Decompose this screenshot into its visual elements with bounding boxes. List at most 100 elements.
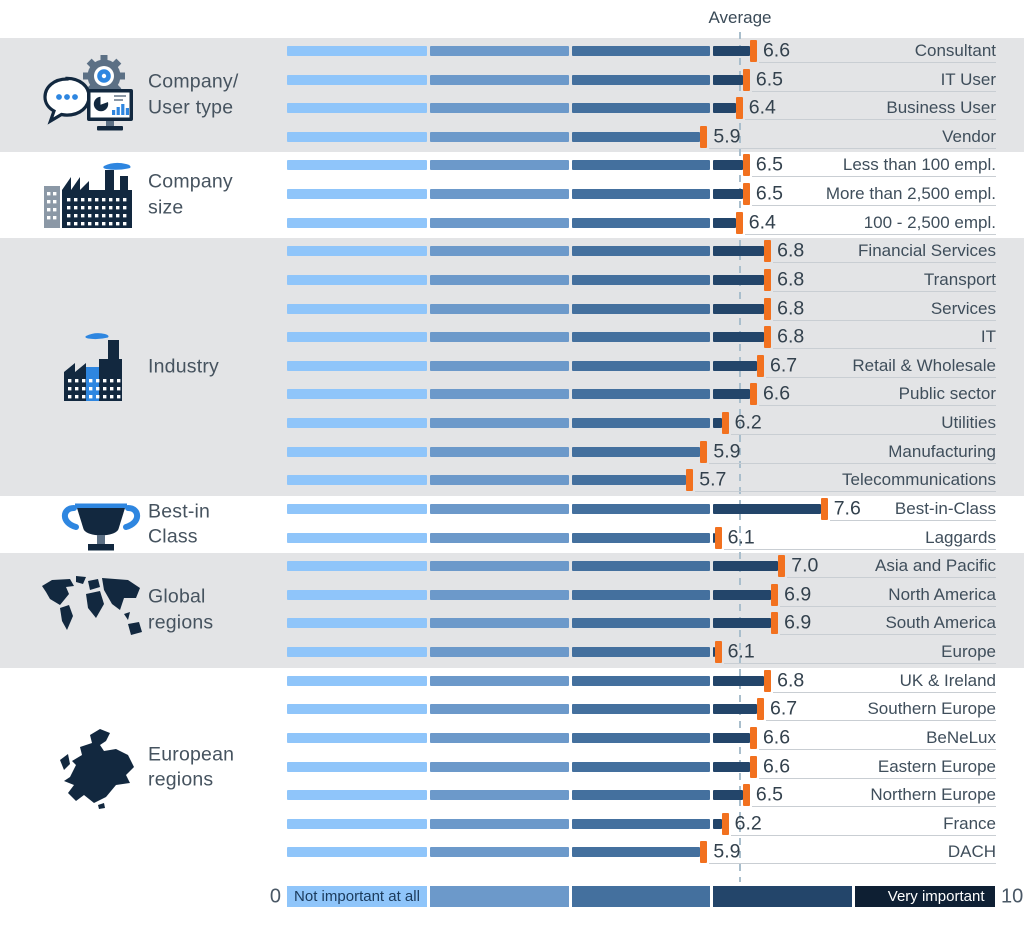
bar-segment xyxy=(430,589,569,600)
row-underline xyxy=(751,806,996,808)
value-label: 6.5 xyxy=(755,68,783,91)
value-marker xyxy=(742,183,750,206)
bar-segment xyxy=(430,675,569,686)
bar-row: 6.7 Retail & Wholesale xyxy=(0,353,1024,382)
bar-segment xyxy=(287,246,427,257)
value-marker xyxy=(742,68,750,91)
bar-segment xyxy=(287,303,427,314)
bar-row: 5.9 DACH xyxy=(0,839,1024,868)
bar-row: 6.9 South America xyxy=(0,610,1024,639)
axis-max-label: 10 xyxy=(1001,885,1024,907)
bar-segment xyxy=(713,46,750,56)
value-marker xyxy=(749,40,757,62)
value-marker xyxy=(764,297,772,320)
bar-segment xyxy=(571,389,710,400)
bar-segment xyxy=(713,160,743,171)
row-label: IT xyxy=(980,327,996,347)
bar-row: 6.4 100 - 2,500 empl. xyxy=(0,210,1024,239)
row-underline xyxy=(773,691,996,693)
value-marker xyxy=(700,841,708,864)
bar-segment xyxy=(713,103,736,114)
bar-segment xyxy=(713,761,750,772)
row-label: Retail & Wholesale xyxy=(852,355,996,375)
value-label: 6.5 xyxy=(755,182,783,205)
bar-segment xyxy=(571,475,687,486)
row-label: 100 - 2,500 empl. xyxy=(863,212,996,232)
row-underline xyxy=(695,491,996,493)
bar-row: 6.8 Transport xyxy=(0,267,1024,296)
row-label: Telecommunications xyxy=(841,470,996,490)
row-underline xyxy=(709,462,996,464)
value-label: 5.9 xyxy=(713,840,741,863)
bar-segment xyxy=(430,246,569,257)
bar-segment xyxy=(430,418,569,429)
row-label: IT User xyxy=(940,69,996,89)
bar-segment xyxy=(430,446,569,457)
bar-segment xyxy=(571,418,710,429)
bar-segment xyxy=(287,418,427,429)
value-marker xyxy=(757,698,765,721)
bar-segment xyxy=(287,847,427,858)
factory-icon xyxy=(42,160,142,230)
bar-segment xyxy=(571,303,710,314)
bar-segment xyxy=(571,618,710,629)
row-label: DACH xyxy=(947,842,996,862)
value-marker xyxy=(749,755,757,778)
bar-segment xyxy=(571,189,710,200)
bar-segment xyxy=(713,303,765,314)
value-label: 6.4 xyxy=(748,211,776,234)
bar-segment xyxy=(430,503,569,514)
bar-segment xyxy=(287,618,427,629)
row-underline xyxy=(766,720,996,722)
bar-row: 7.6 Best-in-Class xyxy=(0,496,1024,525)
value-marker xyxy=(778,555,786,578)
bar-segment xyxy=(287,647,427,658)
bar-segment xyxy=(571,761,710,772)
row-label: North America xyxy=(888,584,996,604)
row-label: Financial Services xyxy=(858,241,996,261)
bar-segment xyxy=(287,790,427,801)
bar-row: 5.7 Telecommunications xyxy=(0,467,1024,496)
row-underline xyxy=(751,176,996,178)
bar-segment xyxy=(287,761,427,772)
row-label: Laggards xyxy=(925,527,996,547)
legend-segment: Not important at all xyxy=(287,886,427,907)
row-underline xyxy=(780,634,996,636)
bar-row: 6.5 IT User xyxy=(0,67,1024,96)
bar-row: 6.8 Services xyxy=(0,296,1024,325)
bar-segment xyxy=(430,847,569,858)
bar-segment xyxy=(571,503,710,514)
value-label: 6.7 xyxy=(770,697,798,720)
bar-segment xyxy=(287,160,427,171)
bar-row: 6.6 Consultant xyxy=(0,38,1024,67)
bar-segment xyxy=(571,74,710,85)
row-label: Vendor xyxy=(942,126,996,146)
bar-segment xyxy=(571,446,701,457)
bar-segment xyxy=(430,160,569,171)
bar-segment xyxy=(571,732,710,743)
legend-min-text: Not important at all xyxy=(294,888,420,905)
group-label: European regions xyxy=(148,743,235,791)
bar-segment xyxy=(430,332,569,343)
bar-segment xyxy=(713,246,765,257)
row-underline xyxy=(787,577,996,579)
row-underline xyxy=(780,605,996,607)
bar-row: 6.8 UK & Ireland xyxy=(0,668,1024,697)
row-underline xyxy=(730,434,996,436)
bar-segment xyxy=(430,790,569,801)
bar-row: 6.6 BeNeLux xyxy=(0,725,1024,754)
value-marker xyxy=(714,641,722,664)
row-label: Southern Europe xyxy=(867,699,996,719)
bar-segment xyxy=(571,332,710,343)
average-dashed-line xyxy=(738,32,741,882)
bar-segment xyxy=(287,274,427,285)
bar-segment xyxy=(713,589,772,600)
row-label: South America xyxy=(885,613,996,633)
bar-segment xyxy=(713,818,722,829)
bar-segment xyxy=(430,475,569,486)
value-marker xyxy=(764,268,772,291)
bar-segment xyxy=(571,103,710,114)
row-underline xyxy=(709,863,996,865)
row-underline xyxy=(773,290,996,292)
